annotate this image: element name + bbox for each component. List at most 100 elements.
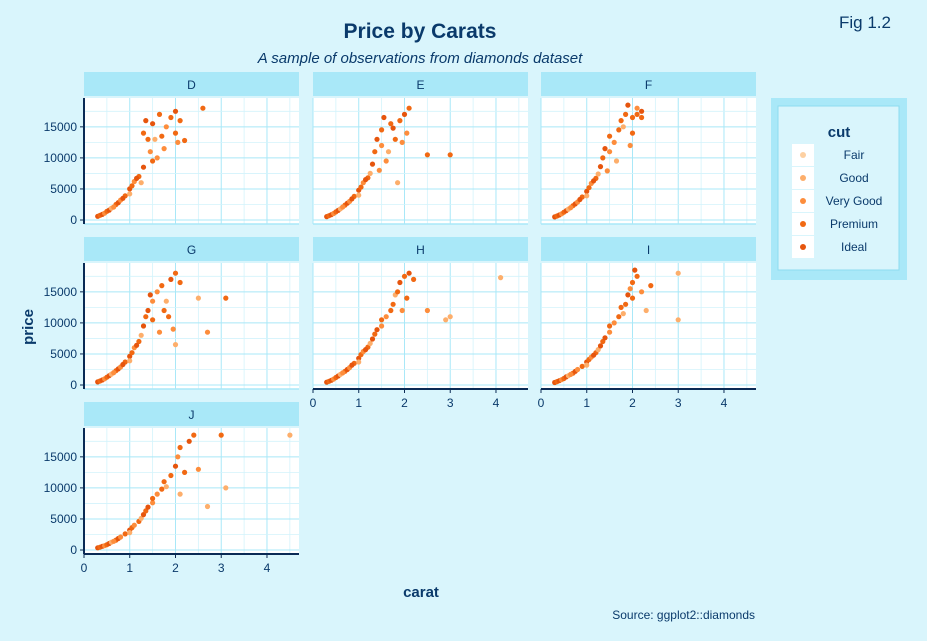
data-point xyxy=(584,193,590,199)
facet-panel-f: F xyxy=(540,72,756,225)
data-point xyxy=(399,139,405,145)
data-point xyxy=(140,130,147,136)
y-tick-label: 10000 xyxy=(44,316,78,330)
data-point xyxy=(140,164,147,170)
x-tick-label: 0 xyxy=(310,396,317,410)
data-point xyxy=(607,323,613,329)
data-point xyxy=(287,432,293,438)
data-point xyxy=(406,105,412,111)
data-point xyxy=(356,192,362,198)
data-point xyxy=(639,289,645,295)
data-point xyxy=(374,136,380,142)
data-point xyxy=(675,317,681,323)
data-point xyxy=(383,158,389,164)
x-tick-label: 1 xyxy=(583,396,590,410)
data-point xyxy=(600,155,606,161)
data-point xyxy=(134,342,140,348)
x-tick-label: 4 xyxy=(264,561,271,575)
data-point xyxy=(395,289,401,295)
facet-panel-d: D 0 5000 10000 15000 xyxy=(44,72,299,227)
data-point xyxy=(122,531,128,537)
data-point xyxy=(182,469,188,475)
data-point xyxy=(369,161,376,167)
data-point xyxy=(340,204,346,210)
data-point xyxy=(150,298,156,304)
data-point xyxy=(195,466,201,472)
data-point xyxy=(397,118,403,124)
data-point xyxy=(349,362,355,368)
data-point xyxy=(120,361,126,368)
data-point xyxy=(568,371,574,377)
facet-strip-label: D xyxy=(187,78,196,92)
data-point xyxy=(363,347,369,353)
data-point xyxy=(447,314,453,320)
data-point xyxy=(367,340,373,346)
data-point xyxy=(625,292,631,298)
y-axis-title: price xyxy=(20,309,37,345)
data-point xyxy=(379,323,385,329)
data-point xyxy=(143,508,149,514)
data-point xyxy=(392,136,398,142)
data-point xyxy=(111,204,117,210)
data-point xyxy=(204,329,211,335)
legend-swatch xyxy=(800,221,806,227)
data-point xyxy=(127,358,133,364)
x-tick-label: 3 xyxy=(218,561,225,575)
data-point xyxy=(140,511,147,518)
data-point xyxy=(218,432,224,438)
data-point xyxy=(147,292,153,298)
y-tick-label: 10000 xyxy=(44,151,78,165)
data-point xyxy=(577,196,583,203)
data-point xyxy=(632,267,638,273)
data-point xyxy=(150,500,156,506)
legend-label: Premium xyxy=(830,217,878,231)
data-point xyxy=(623,111,629,117)
data-point xyxy=(138,332,144,338)
data-point xyxy=(575,366,581,373)
data-point xyxy=(595,171,601,177)
data-point xyxy=(591,352,597,358)
data-point xyxy=(195,295,201,301)
data-point xyxy=(639,114,645,121)
data-point xyxy=(150,495,156,502)
data-point xyxy=(568,205,574,211)
chart-title: Price by Carats xyxy=(344,20,497,43)
data-point xyxy=(634,105,640,111)
data-point xyxy=(404,295,410,301)
data-point xyxy=(111,538,117,544)
facet-strip-label: G xyxy=(187,243,196,257)
data-point xyxy=(385,149,392,155)
x-tick-label: 0 xyxy=(81,561,88,575)
data-point xyxy=(168,276,174,282)
x-tick-label: 0 xyxy=(538,396,545,410)
data-point xyxy=(383,314,389,320)
data-point xyxy=(401,273,408,279)
data-point xyxy=(152,136,158,142)
data-point xyxy=(604,168,610,174)
data-point xyxy=(597,164,604,170)
data-point xyxy=(395,180,401,186)
facet-strip-label: H xyxy=(416,243,425,257)
x-tick-label: 1 xyxy=(126,561,133,575)
legend-label: Good xyxy=(839,171,868,185)
data-point xyxy=(629,130,636,136)
facet-panel-i: I 0 1 2 3 4 xyxy=(538,237,756,410)
data-point xyxy=(648,283,654,289)
data-point xyxy=(602,146,608,152)
data-point xyxy=(374,327,380,333)
figure-tag: Fig 1.2 xyxy=(839,13,891,32)
data-point xyxy=(675,270,681,276)
data-point xyxy=(150,317,156,323)
data-point xyxy=(639,108,645,114)
data-point xyxy=(629,295,636,301)
legend-swatch xyxy=(800,244,806,250)
data-point xyxy=(358,184,364,190)
facet-strip xyxy=(313,72,528,96)
data-point xyxy=(618,304,624,310)
data-point xyxy=(607,149,613,155)
data-point xyxy=(388,307,394,314)
data-point xyxy=(379,317,385,323)
data-point xyxy=(177,279,183,286)
legend-label: Very Good xyxy=(826,194,883,208)
legend-swatch xyxy=(800,152,806,158)
